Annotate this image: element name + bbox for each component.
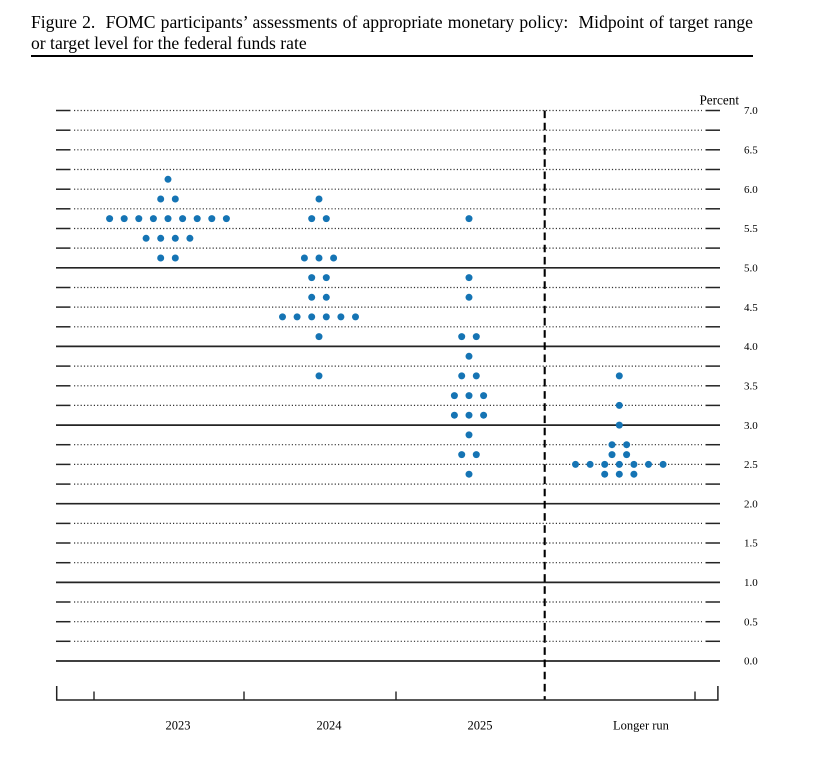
svg-text:2024: 2024 (317, 719, 343, 733)
svg-text:3.0: 3.0 (744, 420, 758, 432)
svg-text:6.0: 6.0 (744, 184, 758, 196)
svg-text:0.5: 0.5 (744, 616, 758, 628)
svg-text:2.0: 2.0 (744, 498, 758, 510)
svg-text:4.0: 4.0 (744, 341, 758, 353)
svg-text:1.0: 1.0 (744, 577, 758, 589)
svg-text:4.5: 4.5 (744, 302, 758, 314)
svg-text:Percent: Percent (699, 93, 739, 108)
svg-text:2.5: 2.5 (744, 459, 758, 471)
svg-text:1.5: 1.5 (744, 538, 758, 550)
svg-text:0.0: 0.0 (744, 656, 758, 668)
svg-text:5.0: 5.0 (744, 263, 758, 275)
svg-text:6.5: 6.5 (744, 145, 758, 157)
svg-text:3.5: 3.5 (744, 381, 758, 393)
svg-text:5.5: 5.5 (744, 223, 758, 235)
svg-text:2025: 2025 (468, 719, 493, 733)
svg-text:7.0: 7.0 (744, 105, 758, 117)
svg-text:2023: 2023 (166, 719, 191, 733)
svg-text:Longer run: Longer run (613, 719, 670, 733)
